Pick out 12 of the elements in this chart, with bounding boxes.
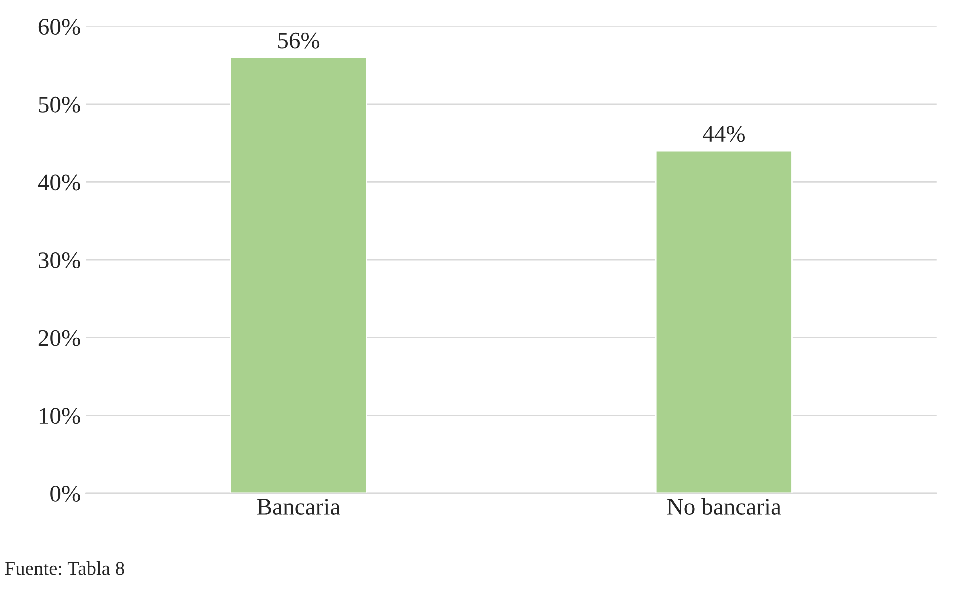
y-tick-label: 40% (38, 174, 80, 191)
x-tick-label: No bancaria (667, 498, 782, 515)
y-tick-label: 10% (40, 408, 80, 424)
x-tick-label: Bancaria (257, 499, 340, 515)
y-tick-label: 60% (38, 19, 80, 36)
source-note: Fuente: Tabla 8 (5, 562, 124, 576)
y-tick-label: 30% (39, 252, 80, 269)
data-label: 44% (702, 126, 746, 142)
y-tick-label: 20% (38, 330, 80, 346)
y-tick-label: 50% (39, 96, 80, 113)
y-tick-label: 0% (50, 486, 80, 502)
data-label: 56% (278, 32, 320, 49)
